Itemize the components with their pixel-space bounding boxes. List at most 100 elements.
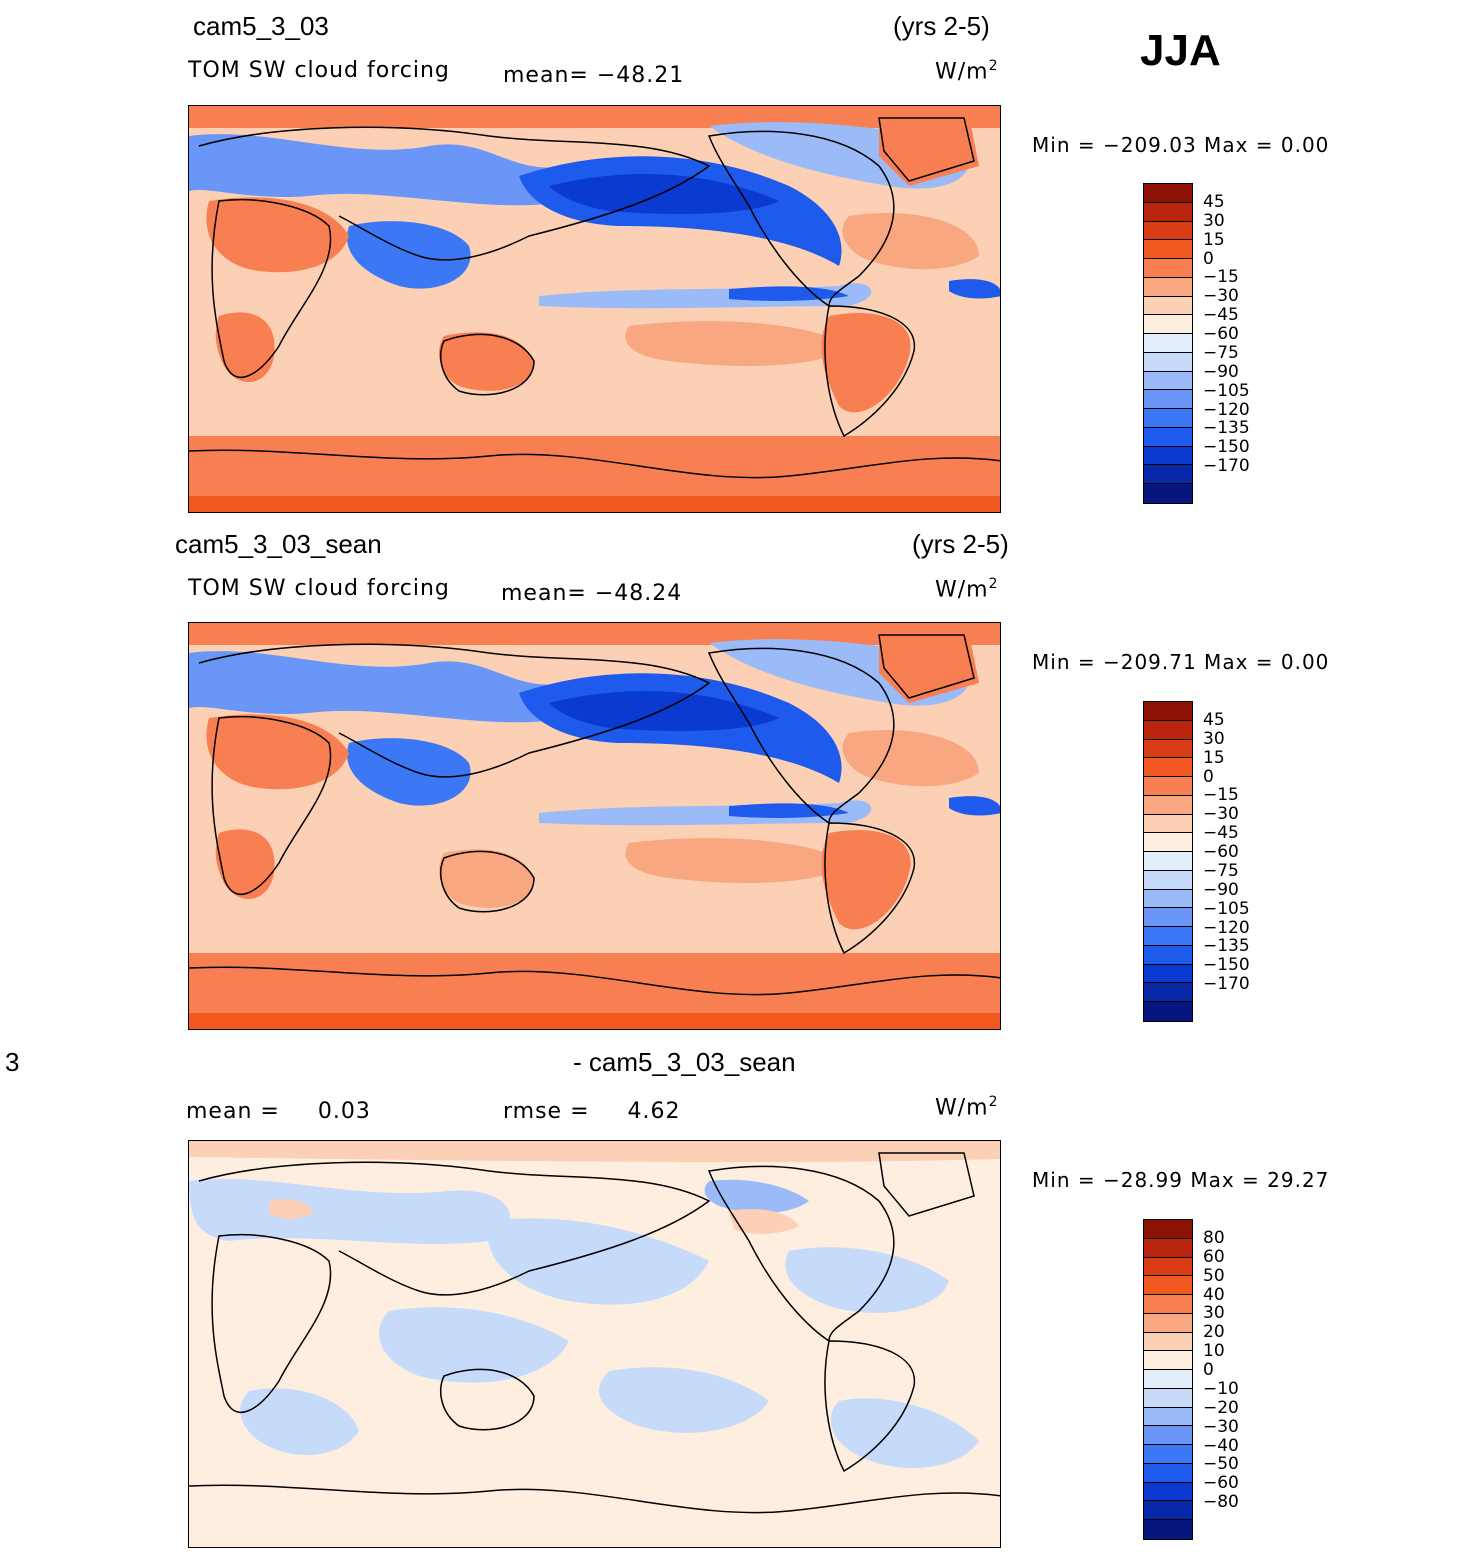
- colorbar-tick-label: −50: [1203, 1454, 1239, 1475]
- colorbar-segment: [1144, 390, 1192, 409]
- australia: [439, 849, 534, 908]
- colorbar-segment: [1144, 352, 1192, 372]
- coast-greenland: [878, 634, 975, 699]
- coast-antarctica: [189, 966, 1000, 996]
- colorbar-tick-label: −80: [1203, 1492, 1239, 1513]
- south-america: [821, 312, 911, 413]
- panel3-map-svg: [189, 1141, 1000, 1547]
- colorbar-tick-label: 30: [1203, 1303, 1225, 1324]
- colorbar-tick-label: −30: [1203, 286, 1239, 307]
- colorbar-segment: [1144, 758, 1192, 777]
- greenland: [879, 633, 979, 703]
- panel2-units-text: W/m: [935, 577, 989, 603]
- coast-eurasia: [198, 126, 711, 261]
- panel2-mean-value: −48.24: [594, 581, 683, 606]
- colorbar-segment: [1144, 964, 1192, 984]
- panel3-minmax: Min = −28.99 Max = 29.27: [1032, 1168, 1330, 1192]
- colorbar-segment: [1144, 908, 1192, 927]
- coast-north-america: [707, 130, 895, 308]
- colorbar-tick-label: 15: [1203, 229, 1225, 250]
- colorbar-segment: [1144, 945, 1192, 965]
- colorbar-segment: [1144, 1002, 1192, 1021]
- coast-greenland: [878, 1152, 975, 1217]
- colorbar-segment: [1144, 852, 1192, 871]
- colorbar-segment: [1144, 296, 1192, 316]
- africa-sahara: [206, 197, 349, 273]
- colorbar-tick-label: 60: [1203, 1246, 1225, 1267]
- coast-south-america: [824, 822, 916, 955]
- panel2-minmax: Min = −209.71 Max = 0.00: [1032, 650, 1330, 674]
- coast-antarctica: [189, 449, 1000, 479]
- panel3-colorbar: 80 60 50 40 30 20 10 0 −10 −20 −30 −40 −50 −60 −80: [1143, 1219, 1239, 1540]
- neg-patch-4: [599, 1367, 769, 1433]
- colorbar-segment: [1144, 702, 1192, 721]
- coast-africa: [211, 198, 332, 379]
- colorbar-segment: [1144, 1426, 1192, 1445]
- colorbar-segment: [1144, 465, 1192, 484]
- coast-australia: [440, 850, 535, 913]
- colorbar-tick-label: −30: [1203, 804, 1239, 825]
- neg-patch-6: [240, 1388, 359, 1455]
- panel1-colorbar: 45 30 15 0 −15 −30 −45 −60 −75 −90 −105 −120 −135 −15…: [1143, 183, 1250, 504]
- colorbar-segment: [1144, 202, 1192, 222]
- colorbar-tick-label: −15: [1203, 785, 1239, 806]
- coast-africa: [211, 1233, 332, 1414]
- pos-band-north: [189, 1141, 1000, 1163]
- storm-track-north-pacific-core: [549, 174, 779, 214]
- colorbar-segment: [1144, 1238, 1192, 1258]
- colorbar-tick-label: −60: [1203, 842, 1239, 863]
- colorbar-segment: [1144, 1295, 1192, 1314]
- greenland: [879, 116, 979, 186]
- coast-eurasia: [198, 1161, 711, 1296]
- colorbar-tick-label: 80: [1203, 1227, 1225, 1248]
- colorbar-segment: [1144, 795, 1192, 815]
- panel3-case-title: - cam5_3_03_sean: [573, 1047, 796, 1077]
- panel1-minmax: Min = −209.03 Max = 0.00: [1032, 133, 1330, 157]
- colorbar-segment: [1144, 1482, 1192, 1502]
- colorbar-segment: [1144, 1407, 1192, 1427]
- colorbar-segment: [1144, 1463, 1192, 1483]
- south-america: [821, 829, 911, 930]
- colorbar-tick-label: −135: [1203, 936, 1250, 957]
- colorbar-segment: [1144, 1388, 1192, 1408]
- colorbar-tick-label: −105: [1203, 380, 1250, 401]
- panel1-case-title: cam5_3_03: [193, 11, 329, 41]
- south-africa: [215, 312, 275, 383]
- atlantic-itcz: [949, 279, 1000, 299]
- panel2-colorbar-box: [1143, 701, 1193, 1022]
- neg-patch-8: [704, 1179, 809, 1213]
- atlantic-itcz: [949, 796, 1000, 816]
- panel3-mean-label: mean =: [186, 1099, 280, 1124]
- colorbar-tick-label: −60: [1203, 324, 1239, 345]
- colorbar-segment: [1144, 833, 1192, 852]
- panel1-units-text: W/m: [935, 59, 989, 85]
- coast-north-america: [707, 647, 895, 825]
- colorbar-segment: [1144, 1332, 1192, 1352]
- band-south-2: [189, 496, 1000, 512]
- east-pacific-stratus: [625, 321, 849, 366]
- colorbar-segment: [1144, 446, 1192, 466]
- colorbar-tick-label: 0: [1203, 248, 1214, 269]
- panel3-rmse: rmse = 4.62: [503, 1099, 681, 1124]
- colorbar-segment: [1144, 221, 1192, 241]
- pos-patch-2: [729, 1209, 799, 1234]
- panel1-map-svg: [189, 106, 1000, 512]
- panel2-variable: TOM SW cloud forcing: [188, 576, 450, 601]
- colorbar-tick-label: −60: [1203, 1473, 1239, 1494]
- coast-eurasia: [198, 643, 711, 778]
- colorbar-tick-label: 10: [1203, 1341, 1225, 1362]
- colorbar-segment: [1144, 315, 1192, 334]
- itcz-core: [729, 286, 849, 301]
- panel2-units-sup: 2: [988, 576, 999, 592]
- colorbar-tick-label: −120: [1203, 917, 1250, 938]
- panel1-mean: mean= −48.21: [503, 63, 684, 88]
- panel1-mean-label: mean=: [503, 63, 589, 88]
- pos-patch-1: [269, 1199, 314, 1219]
- panel3-case-left: 3: [5, 1047, 20, 1077]
- colorbar-tick-label: −45: [1203, 823, 1239, 844]
- colorbar-segment: [1144, 240, 1192, 259]
- coast-south-america: [824, 305, 916, 438]
- panel2-years: (yrs 2-5): [912, 529, 1009, 559]
- panel2-case-title: cam5_3_03_sean: [175, 529, 382, 559]
- colorbar-tick-label: −30: [1203, 1416, 1239, 1437]
